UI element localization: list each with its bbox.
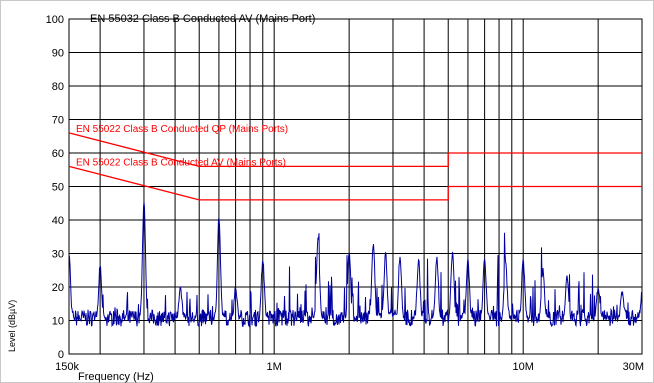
y-tick-label: 100 bbox=[46, 14, 64, 26]
x-tick-label: 150k bbox=[55, 361, 79, 373]
y-tick-label: 50 bbox=[52, 182, 64, 194]
limit-line-qp bbox=[68, 132, 642, 168]
x-axis-label: Frequency (Hz) bbox=[78, 371, 154, 383]
y-tick-label: 0 bbox=[58, 349, 64, 361]
limit-label-qp: EN 55022 Class B Conducted QP (Mains Por… bbox=[76, 124, 288, 135]
chart-title: EN 55032 Class B Conducted AV (Mains Por… bbox=[90, 13, 315, 25]
horizontal-grid bbox=[69, 52, 642, 321]
y-tick-label: 10 bbox=[52, 316, 64, 328]
y-tick-label: 80 bbox=[52, 81, 64, 93]
x-tick-label: 30M bbox=[623, 361, 644, 373]
y-tick-label: 70 bbox=[52, 115, 64, 127]
limit-label-av: EN 55022 Class B Conducted AV (Mains Por… bbox=[76, 157, 286, 168]
x-tick-label: 10M bbox=[512, 361, 533, 373]
y-tick-label: 40 bbox=[52, 215, 64, 227]
emission-trace bbox=[68, 202, 643, 328]
y-tick-label: 20 bbox=[52, 282, 64, 294]
x-tick-labels: 150k 1M 10M 30M bbox=[55, 361, 644, 373]
y-tick-labels: 0 10 20 30 40 50 60 70 80 90 100 bbox=[46, 14, 64, 361]
y-tick-label: 60 bbox=[52, 148, 64, 160]
series-layer bbox=[68, 202, 643, 328]
limit-layer bbox=[68, 132, 642, 201]
limit-line-av bbox=[68, 165, 642, 201]
limit-labels: EN 55022 Class B Conducted QP (Mains Por… bbox=[76, 124, 288, 169]
y-tick-label: 90 bbox=[52, 48, 64, 60]
x-tick-label: 1M bbox=[267, 361, 282, 373]
y-tick-label: 30 bbox=[52, 249, 64, 261]
y-axis-label: Level (dBµV) bbox=[7, 300, 17, 352]
